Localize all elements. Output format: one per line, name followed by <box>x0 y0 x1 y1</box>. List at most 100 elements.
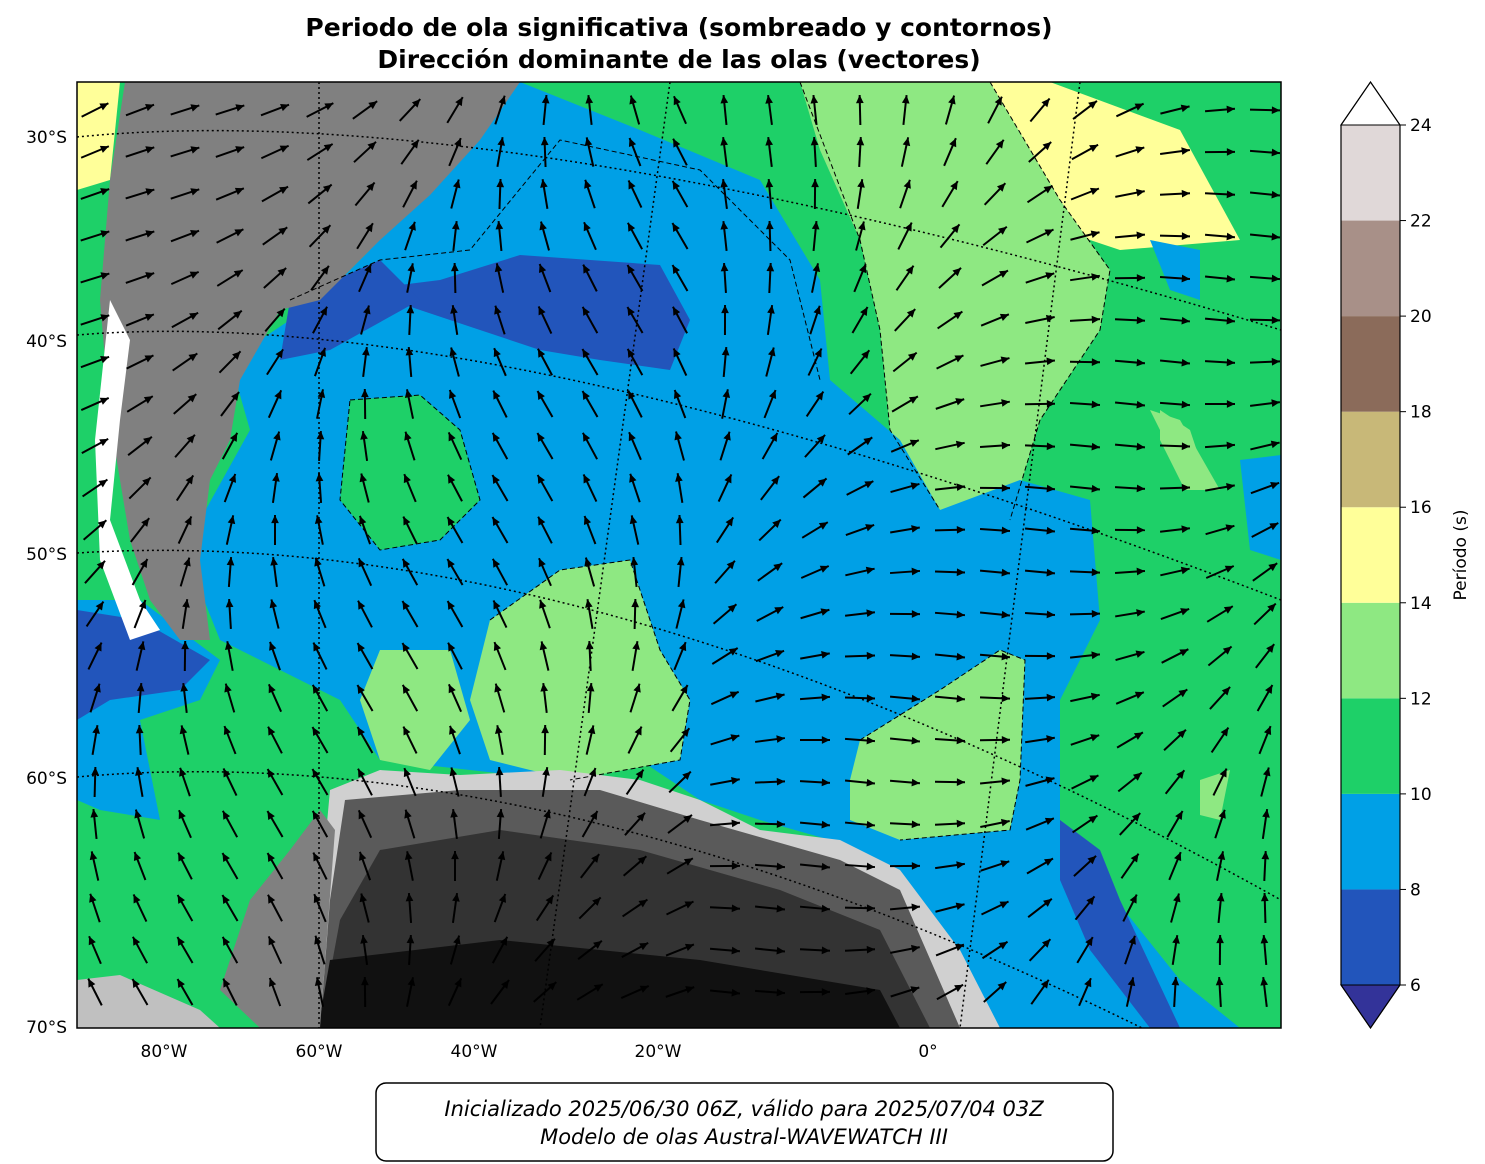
vector-head <box>359 851 367 861</box>
vector-head <box>1046 442 1055 451</box>
colorbar-segment <box>1341 125 1400 221</box>
vector-head <box>1001 777 1010 786</box>
vector-head <box>720 263 729 272</box>
vector-head <box>145 103 155 112</box>
vector-head <box>144 355 154 363</box>
vector-head <box>956 483 965 492</box>
vector-head <box>313 600 321 610</box>
vector-head <box>96 560 106 570</box>
vector-head <box>1219 768 1227 778</box>
vector-head <box>366 182 375 192</box>
vector-head <box>634 726 642 736</box>
vector-head <box>493 390 501 400</box>
vector-head <box>145 272 155 280</box>
vector-head <box>186 434 195 444</box>
vector-head <box>184 516 192 526</box>
vector-head <box>810 95 819 104</box>
vector-head <box>593 940 602 949</box>
vector-head <box>584 137 593 147</box>
vector-head <box>496 809 505 818</box>
vector-head <box>999 313 1009 321</box>
vector-head <box>404 389 413 399</box>
vector-head <box>723 431 731 441</box>
vector-head <box>189 312 199 321</box>
vector-head <box>860 307 868 317</box>
vector-head <box>314 935 322 945</box>
vector-head <box>629 515 638 525</box>
vector-head <box>497 851 506 861</box>
vector-head <box>319 306 328 316</box>
vector-head <box>276 308 285 318</box>
vector-head <box>821 693 830 702</box>
vector-head <box>232 351 241 360</box>
vector-head <box>1088 100 1097 109</box>
vector-head <box>227 515 236 525</box>
vector-head <box>951 224 960 234</box>
vector-head <box>1271 148 1280 157</box>
vector-head <box>404 851 413 860</box>
vector-head <box>776 946 785 955</box>
colorbar-under <box>1340 984 1401 1029</box>
vector-head <box>279 145 289 153</box>
vector-head <box>1265 684 1273 694</box>
vector-head <box>811 179 819 188</box>
vector-head <box>453 935 461 945</box>
vector-head <box>1001 441 1010 450</box>
vector-head <box>314 515 323 524</box>
map <box>77 82 1281 1028</box>
vector-head <box>537 390 545 400</box>
vector-head <box>776 777 785 786</box>
vector-head <box>1220 727 1229 737</box>
vector-head <box>866 945 875 954</box>
vector-head <box>1043 185 1053 194</box>
vector-head <box>362 347 370 356</box>
vector-head <box>492 517 500 526</box>
vector-head <box>1176 770 1185 780</box>
vector-head <box>672 306 681 316</box>
vector-head <box>585 641 594 650</box>
vector-head <box>1135 146 1145 154</box>
vector-head <box>97 520 107 529</box>
vector-head <box>226 557 235 566</box>
vector-head <box>541 95 550 104</box>
vector-head <box>1181 189 1190 198</box>
vector-head <box>1086 896 1095 906</box>
vector-head <box>818 522 828 530</box>
vector-head <box>540 179 548 188</box>
vector-head <box>359 515 367 525</box>
vector-head <box>1226 105 1235 114</box>
vector-head <box>862 393 871 403</box>
vector-head <box>865 566 875 575</box>
vector-head <box>451 851 459 860</box>
vector-head <box>178 810 186 820</box>
vector-head <box>1266 644 1275 653</box>
vector-head <box>99 438 109 447</box>
vector-head <box>954 355 964 363</box>
vector-head <box>143 436 152 445</box>
vector-head <box>235 104 245 112</box>
colorbar-over <box>1340 81 1401 126</box>
vector-head <box>267 852 275 862</box>
vector-head <box>911 610 920 618</box>
vector-head <box>270 557 278 566</box>
vector-head <box>231 392 240 401</box>
vector-head <box>402 684 411 694</box>
vector-head <box>1136 567 1145 576</box>
vector-head <box>100 230 110 238</box>
vector-head <box>949 138 957 148</box>
vector-head <box>731 988 740 997</box>
vector-head <box>908 396 918 404</box>
vector-head <box>1000 818 1010 827</box>
map-frame <box>76 81 1282 1029</box>
vector-head <box>135 767 143 776</box>
title-line: Dirección dominante de las olas (vectore… <box>377 45 980 74</box>
vector-head <box>1046 357 1055 366</box>
vector-head <box>999 270 1009 278</box>
vector-head <box>1226 400 1235 408</box>
vector-head <box>359 473 368 483</box>
vector-head <box>187 394 197 403</box>
vector-head <box>360 935 368 944</box>
footer-line: Modelo de olas Austral-WAVEWATCH III <box>540 1125 948 1149</box>
vector-head <box>222 853 230 862</box>
vector-head <box>224 641 233 650</box>
